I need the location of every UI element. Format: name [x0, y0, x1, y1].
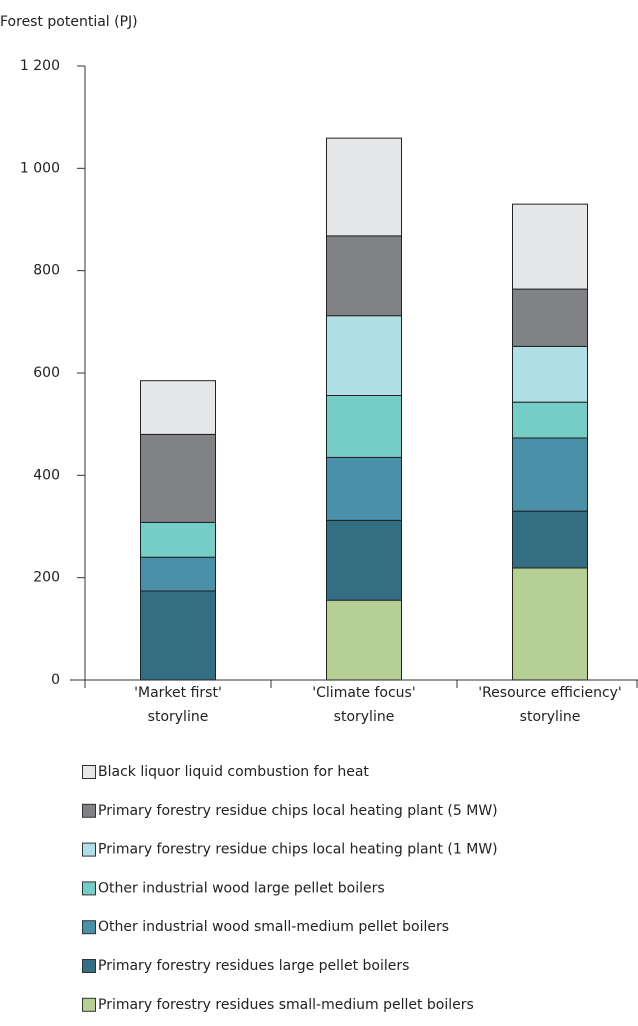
legend-swatch — [82, 920, 96, 935]
bar-segment — [140, 433, 216, 523]
bar-segment — [140, 380, 216, 435]
bar-segment — [326, 519, 402, 601]
y-tick-label: 400 — [33, 467, 60, 483]
x-tick-label: storyline — [148, 709, 209, 725]
bar-segment — [326, 395, 402, 458]
bar-segment — [512, 510, 588, 569]
legend-label: Other industrial wood small-medium pelle… — [98, 919, 449, 935]
x-tick-label: 'Market first' — [134, 685, 222, 701]
x-tick-label: storyline — [334, 709, 395, 725]
legend-swatch — [82, 997, 96, 1012]
bar-segment — [326, 599, 402, 681]
x-tick-label: 'Resource efficiency' — [478, 685, 622, 701]
x-tick-label: storyline — [520, 709, 581, 725]
bar-segment — [140, 590, 216, 681]
bar-segment — [512, 401, 588, 439]
legend-swatch — [82, 842, 96, 857]
y-tick-label: 0 — [51, 672, 60, 688]
bar-segment — [326, 137, 402, 237]
y-axis-label: Forest potential (PJ) — [0, 14, 138, 30]
bar-segment — [140, 521, 216, 558]
legend-swatch — [82, 765, 96, 779]
legend-label: Other industrial wood large pellet boile… — [98, 880, 385, 896]
bar-segment — [512, 437, 588, 512]
y-tick-label: 1 000 — [20, 160, 60, 176]
y-tick-label: 200 — [33, 570, 60, 586]
legend-swatch — [82, 803, 96, 818]
bar-segment — [326, 235, 402, 317]
legend-label: Primary forestry residue chips local hea… — [98, 842, 498, 858]
y-tick-label: 1 200 — [20, 58, 60, 74]
bar-segment — [512, 345, 588, 403]
legend-label: Primary forestry residues large pellet b… — [98, 958, 409, 974]
legend-label: Primary forestry residue chips local hea… — [98, 803, 498, 819]
x-tick-label: 'Climate focus' — [312, 685, 415, 701]
bar-segment — [326, 456, 402, 521]
bar-segment — [326, 315, 402, 397]
bar-segment — [512, 288, 588, 347]
bar-segment — [512, 203, 588, 290]
bar-segment — [140, 556, 216, 592]
legend-swatch — [82, 959, 96, 973]
legend-label: Primary forestry residues small-medium p… — [98, 997, 474, 1013]
legend-swatch — [82, 881, 96, 896]
bar-segment — [512, 567, 588, 681]
y-tick-label: 600 — [33, 365, 60, 381]
y-tick-label: 800 — [33, 263, 60, 279]
legend-label: Black liquor liquid combustion for heat — [98, 764, 369, 780]
